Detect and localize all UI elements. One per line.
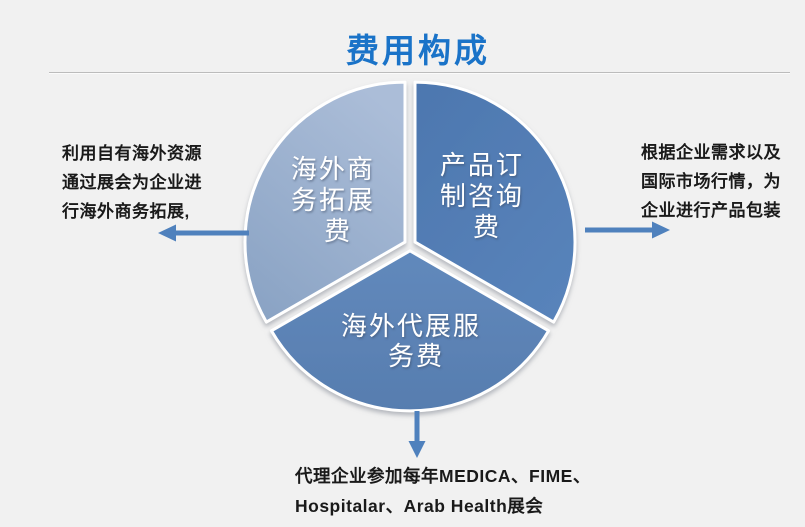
annotation-left: 利用自有海外资源 通过展会为企业进 行海外商务拓展,	[62, 139, 202, 226]
annotation-right: 根据企业需求以及 国际市场行情，为 企业进行产品包装	[641, 138, 781, 225]
slice-label-product-consulting: 产品订 制咨询 费	[440, 151, 534, 243]
slice-label-line: 海外代展服	[341, 312, 481, 342]
slice-label-line: 务拓展	[291, 186, 375, 216]
title-divider	[49, 72, 790, 73]
annotation-bottom: 代理企业参加每年MEDICA、FIME、 Hospitalar、Arab Hea…	[295, 461, 591, 521]
slice-label-line: 费	[324, 217, 352, 247]
slice-label-overseas-business-dev: 海外商 务拓展 费	[291, 155, 385, 247]
pie-slice-exhibition-service	[269, 249, 551, 413]
annotation-line: 根据企业需求以及	[641, 143, 781, 162]
annotation-line: 通过展会为企业进	[62, 173, 202, 192]
slice-label-exhibition-service: 海外代展服 务费	[341, 312, 491, 372]
annotation-line: 国际市场行情，为	[641, 172, 781, 191]
pie-slice-overseas-business-dev	[243, 80, 407, 324]
slice-label-line: 海外商	[291, 155, 375, 185]
pie-slice-product-consulting	[413, 80, 577, 324]
slice-label-line: 产品订	[440, 151, 524, 181]
slice-label-line: 务费	[388, 342, 444, 372]
annotation-line: 利用自有海外资源	[62, 144, 202, 163]
slice-label-line: 费	[473, 213, 501, 243]
annotation-line: 企业进行产品包装	[641, 201, 781, 220]
slice-label-line: 制咨询	[440, 182, 524, 212]
annotation-line: Hospitalar、Arab Health展会	[295, 496, 544, 516]
annotation-line: 行海外商务拓展,	[62, 202, 190, 221]
cost-pie-chart: 海外商 务拓展 费 产品订 制咨询 费 海外代展服 务费	[243, 80, 577, 413]
page-title: 费用构成	[346, 32, 490, 69]
annotation-line: 代理企业参加每年MEDICA、FIME、	[295, 466, 591, 486]
